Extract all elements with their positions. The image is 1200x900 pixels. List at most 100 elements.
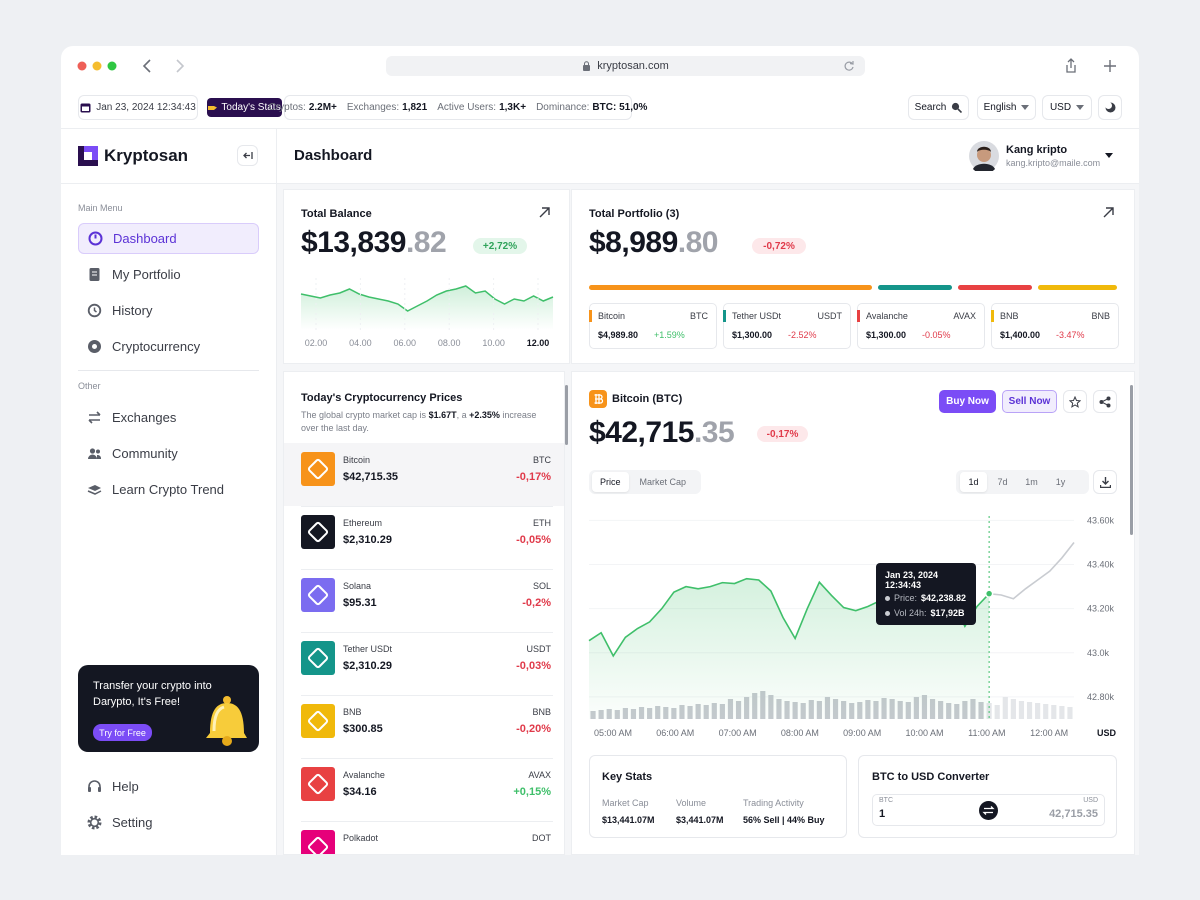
back-button[interactable] <box>142 59 151 73</box>
minimize-dot[interactable] <box>92 61 102 71</box>
range-tab[interactable]: 1y <box>1055 477 1066 487</box>
swap-button[interactable] <box>979 801 998 820</box>
converter-input[interactable]: BTC 1 USD 42,715.35 <box>872 794 1105 826</box>
asset-value: $1,400.00 <box>1000 330 1041 340</box>
asset-box: BNB BNB $1,400.00 -3.47% <box>991 303 1119 349</box>
coin-icon <box>301 515 335 549</box>
volume-bar <box>1002 697 1008 719</box>
todays-stats-button[interactable]: Today's Stats <box>207 98 282 117</box>
download-button[interactable] <box>1093 470 1117 494</box>
coin-row[interactable]: Tether USDt USDT $2,310.29 -0,03% <box>284 632 564 695</box>
stat-value: $3,441.07M <box>676 815 724 825</box>
range-tab[interactable]: 1m <box>1025 477 1038 487</box>
zoom-dot[interactable] <box>107 61 117 71</box>
user-menu-caret[interactable] <box>1105 153 1113 158</box>
coin-change: -0,03% <box>516 660 551 672</box>
menu-item[interactable]: History <box>78 295 259 326</box>
prices-card: Today's Cryptocurrency Prices The global… <box>283 371 565 855</box>
asset-value: $1,300.00 <box>732 330 773 340</box>
close-dot[interactable] <box>77 61 87 71</box>
row-divider <box>301 506 553 507</box>
scrollbar[interactable] <box>565 385 568 445</box>
brand: Kryptosan <box>104 146 189 165</box>
menu-item[interactable]: Community <box>78 438 259 469</box>
menu-item[interactable]: Learn Crypto Trend <box>78 474 259 505</box>
sell-button[interactable]: Sell Now <box>1002 390 1057 413</box>
asset-box: Tether USDt USDT $1,300.00 -2.52% <box>723 303 851 349</box>
theme-toggle[interactable] <box>1098 95 1122 120</box>
range-tab[interactable]: 7d <box>997 477 1008 487</box>
asset-color <box>857 310 860 322</box>
share-icon <box>1099 396 1111 407</box>
favorite-button[interactable] <box>1063 390 1087 413</box>
volume-bar <box>1018 701 1025 719</box>
coin-row[interactable]: BNB BNB $300.85 -0,20% <box>284 695 564 758</box>
avatar[interactable] <box>969 141 999 171</box>
portfolio-card: Total Portfolio (3) $8,989.80 -0,72% Bit… <box>571 189 1135 364</box>
forward-button[interactable] <box>176 59 185 73</box>
stat-value: $13,441.07M <box>602 815 655 825</box>
change: -0,17% <box>766 428 799 440</box>
buy-button[interactable]: Buy Now <box>939 390 996 413</box>
menu-label: Community <box>112 446 178 461</box>
search-button[interactable]: Search <box>908 95 969 120</box>
url-bar[interactable]: kryptosan.com <box>386 56 865 76</box>
coin-row[interactable]: Solana SOL $95.31 -0,2% <box>284 569 564 632</box>
asset-name: Tether USDt <box>732 311 782 321</box>
asset-color <box>589 310 592 322</box>
coin-row[interactable]: Ethereum ETH $2,310.29 -0,05% <box>284 506 564 569</box>
share-button[interactable] <box>1093 390 1117 413</box>
tooltip-row: Vol 24h: $17,92B <box>885 608 965 618</box>
menu-item[interactable]: Help <box>78 771 259 802</box>
asset-symbol: BTC <box>690 311 708 321</box>
expand-icon[interactable] <box>1103 207 1114 218</box>
menu-item[interactable]: Dashboard <box>78 223 259 254</box>
menu-item[interactable]: Exchanges <box>78 402 259 433</box>
currency-select[interactable]: USD <box>1042 95 1092 120</box>
todays-stats: Today's Stats <box>221 102 281 113</box>
menu-item[interactable]: My Portfolio <box>78 259 259 290</box>
collapse-button[interactable] <box>237 145 258 166</box>
expand-icon[interactable] <box>539 207 550 218</box>
sidebar-border <box>276 129 277 855</box>
tooltip-value: $42,238.82 <box>921 593 967 603</box>
promo-button[interactable]: Try for Free <box>93 724 152 741</box>
coin-row[interactable]: Polkadot DOT <box>284 821 564 854</box>
menu-item[interactable]: Cryptocurrency <box>78 331 259 362</box>
menu-title: Main Menu <box>78 203 123 213</box>
description-part: , a <box>456 410 470 420</box>
menu-item[interactable]: Setting <box>78 807 259 838</box>
scrollbar[interactable] <box>1130 385 1133 535</box>
star-icon <box>1069 395 1081 408</box>
range-tab[interactable]: 1d <box>960 472 987 492</box>
chart-tab[interactable]: Market Cap <box>639 477 687 487</box>
language-select[interactable]: English <box>977 95 1036 120</box>
bullet <box>885 610 890 616</box>
share-button[interactable] <box>1066 58 1076 73</box>
coin-row[interactable]: Bitcoin BTC $42,715.35 -0,17% <box>284 443 564 506</box>
coin-name: Tether USDt <box>343 644 393 654</box>
coin-glyph <box>306 835 330 854</box>
time-label: 12.00 <box>527 338 550 348</box>
allocation-bar <box>1037 285 1117 290</box>
search-icon <box>952 102 963 113</box>
coin-icon <box>301 452 335 486</box>
sparkline: 02.00 04.00 06.00 08.00 10.00 12.00 <box>300 278 554 348</box>
row-divider <box>301 632 553 633</box>
card-title: Key Stats <box>602 771 653 783</box>
new-tab-button[interactable] <box>1104 60 1116 72</box>
reload-icon[interactable] <box>843 60 855 72</box>
coin-change: +0,15% <box>513 786 551 798</box>
currency: USD <box>1049 102 1072 113</box>
x-tick-label: 05:00 AM <box>594 728 632 738</box>
x-tick-label: 11:00 AM <box>968 728 1005 738</box>
coin-row[interactable]: Avalanche AVAX $34.16 +0,15% <box>284 758 564 821</box>
menu-label: Help <box>112 779 139 794</box>
volume-bar <box>1035 703 1041 719</box>
chart-tab[interactable]: Price <box>592 472 629 492</box>
coin-symbol: BTC <box>533 455 551 465</box>
divider <box>61 183 1139 184</box>
to-label: USD <box>1083 797 1098 804</box>
amount-cents: .82 <box>405 226 447 259</box>
coin-price: $42,715.35 <box>343 471 399 483</box>
